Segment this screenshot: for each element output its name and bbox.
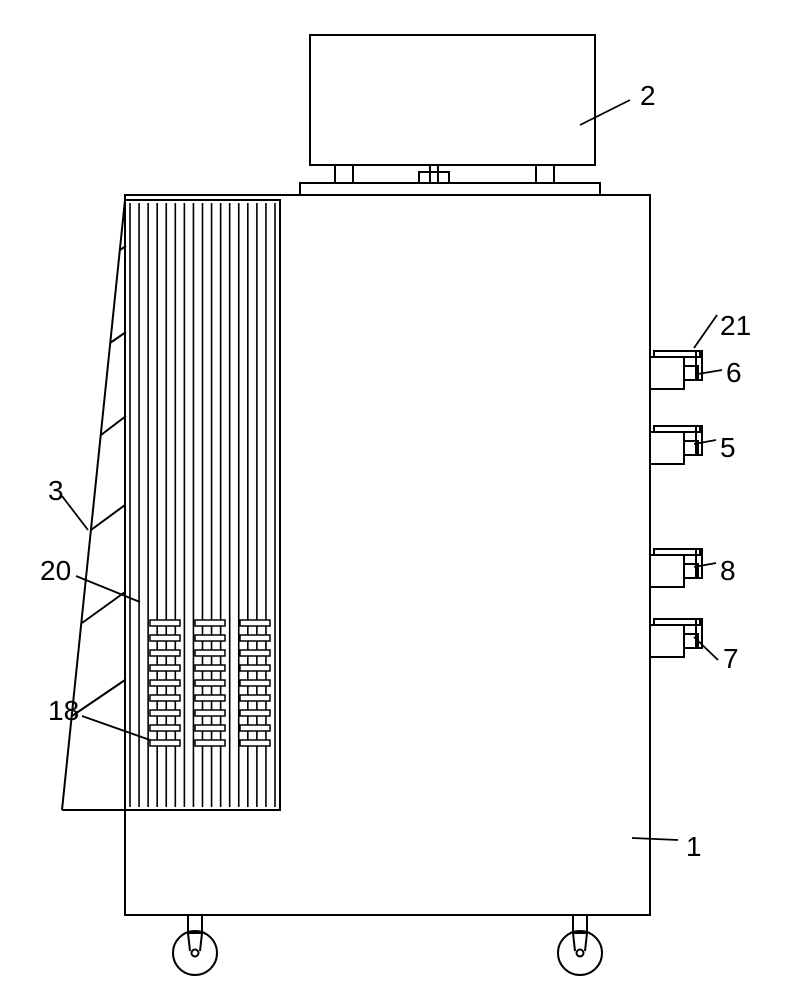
vent-slot [150,665,180,671]
vent-slot [195,680,225,686]
part-label: 5 [720,432,736,463]
vent-slot [195,635,225,641]
part-label: 18 [48,695,79,726]
vent-slot [240,710,270,716]
vent-slot [240,680,270,686]
vent-slot [150,695,180,701]
vent-slot [240,620,270,626]
vent-slot [195,710,225,716]
part-label: 1 [686,831,702,862]
vent-slot [195,665,225,671]
vent-slot [150,710,180,716]
part-label: 8 [720,555,736,586]
vent-slot [150,650,180,656]
vent-slot [240,635,270,641]
vent-slot [150,680,180,686]
part-label: 7 [723,643,739,674]
part-label: 6 [726,357,742,388]
vent-slot [195,725,225,731]
vent-slot [240,665,270,671]
technical-diagram: 2 21 6 5 8 7 1 3 20 18 [0,0,807,1000]
vent-slot [195,695,225,701]
vent-slot [150,725,180,731]
part-label: 21 [720,310,751,341]
vent-slot [240,650,270,656]
part-label: 2 [640,80,656,111]
vent-slot [240,725,270,731]
vent-slot [240,695,270,701]
vent-slot [195,620,225,626]
part-label: 20 [40,555,71,586]
vent-slot [240,740,270,746]
vent-slot [195,650,225,656]
part-label: 3 [48,475,64,506]
vent-slot [195,740,225,746]
vent-slot [150,635,180,641]
vent-slot [150,620,180,626]
vent-slot [150,740,180,746]
